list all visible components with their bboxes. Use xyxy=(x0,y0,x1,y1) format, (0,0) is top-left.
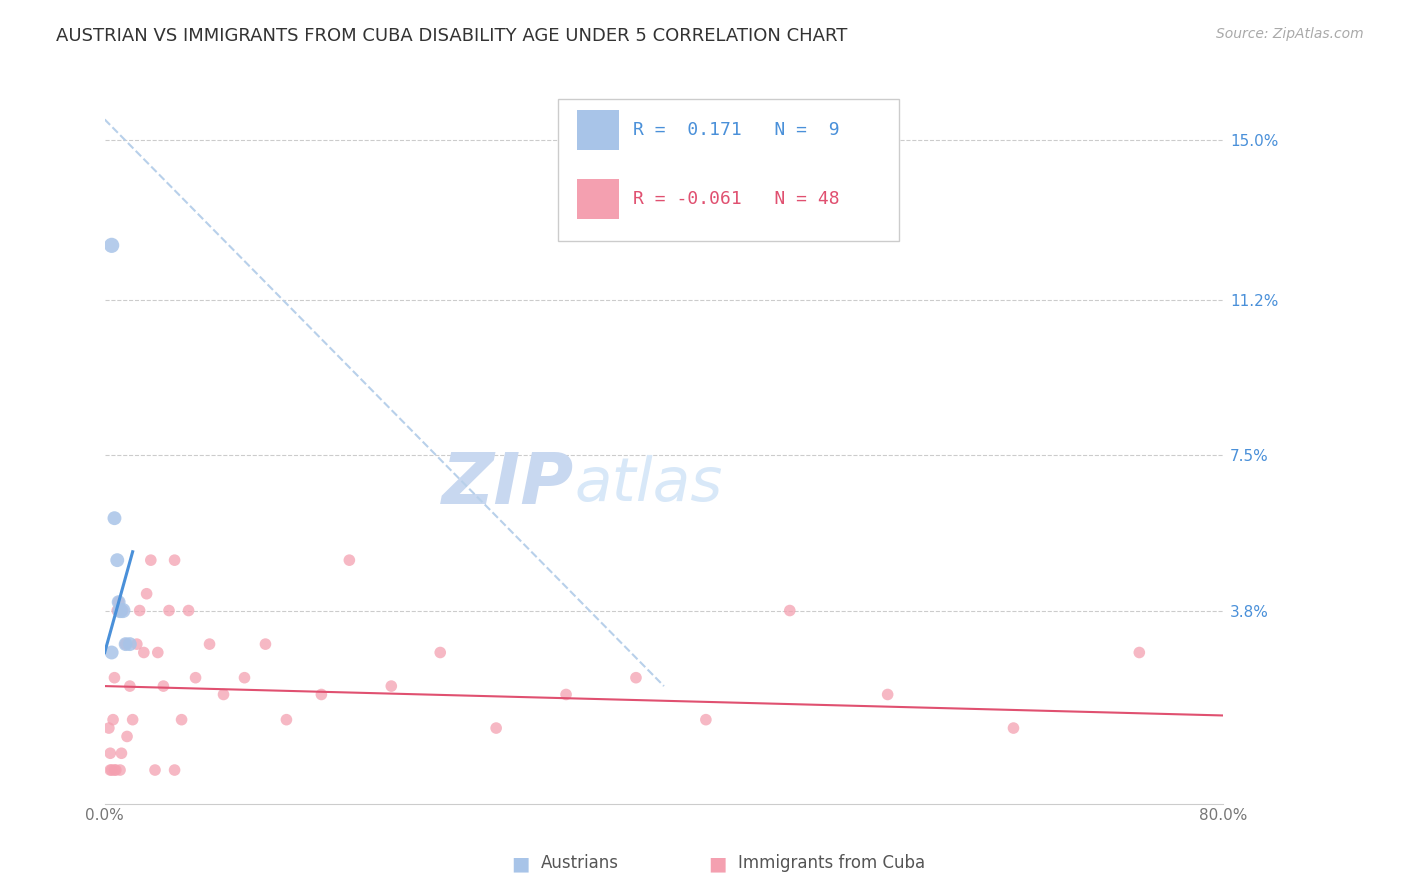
Point xyxy=(101,713,124,727)
Point xyxy=(157,603,180,617)
Point xyxy=(485,721,508,735)
Point xyxy=(100,763,122,777)
Point xyxy=(103,511,125,525)
Point xyxy=(125,637,148,651)
Point xyxy=(110,746,132,760)
Point xyxy=(170,713,193,727)
Text: ZIP: ZIP xyxy=(443,450,575,518)
Point xyxy=(177,603,200,617)
Point xyxy=(555,688,578,702)
Point xyxy=(276,713,298,727)
Bar xyxy=(576,179,619,219)
Point xyxy=(111,603,134,617)
Point xyxy=(118,679,141,693)
Point xyxy=(135,587,157,601)
Point xyxy=(97,721,120,735)
Point xyxy=(184,671,207,685)
Point xyxy=(429,646,451,660)
Point xyxy=(114,637,136,651)
Point xyxy=(198,637,221,651)
Point xyxy=(105,553,128,567)
Point xyxy=(146,646,169,660)
Point xyxy=(695,713,717,727)
Point xyxy=(114,637,136,651)
Text: Austrians: Austrians xyxy=(541,855,619,872)
Text: AUSTRIAN VS IMMIGRANTS FROM CUBA DISABILITY AGE UNDER 5 CORRELATION CHART: AUSTRIAN VS IMMIGRANTS FROM CUBA DISABIL… xyxy=(56,27,848,45)
Point xyxy=(100,238,122,252)
Point xyxy=(337,553,360,567)
Point xyxy=(132,646,155,660)
Point xyxy=(107,595,129,609)
Point xyxy=(108,603,131,617)
Point xyxy=(107,595,129,609)
Point xyxy=(128,603,150,617)
Point xyxy=(108,763,131,777)
Bar xyxy=(576,110,619,150)
Point xyxy=(1128,646,1150,660)
Point xyxy=(104,763,127,777)
Point xyxy=(163,553,186,567)
Point xyxy=(163,763,186,777)
Point xyxy=(1002,721,1025,735)
Point xyxy=(100,646,122,660)
Text: R =  0.171   N =  9: R = 0.171 N = 9 xyxy=(633,121,839,139)
Point xyxy=(98,763,121,777)
Point xyxy=(254,637,277,651)
Point xyxy=(103,763,125,777)
Point xyxy=(105,603,128,617)
Text: Immigrants from Cuba: Immigrants from Cuba xyxy=(738,855,925,872)
Point xyxy=(139,553,162,567)
Point xyxy=(876,688,898,702)
Point xyxy=(152,679,174,693)
FancyBboxPatch shape xyxy=(558,99,898,241)
Point xyxy=(233,671,256,685)
Point xyxy=(118,637,141,651)
Point xyxy=(779,603,801,617)
Point xyxy=(98,746,121,760)
Point xyxy=(380,679,402,693)
Text: Source: ZipAtlas.com: Source: ZipAtlas.com xyxy=(1216,27,1364,41)
Text: ■: ■ xyxy=(707,854,727,873)
Point xyxy=(115,730,138,744)
Point xyxy=(212,688,235,702)
Point xyxy=(311,688,333,702)
Text: R = -0.061   N = 48: R = -0.061 N = 48 xyxy=(633,190,839,208)
Point xyxy=(624,671,647,685)
Point xyxy=(121,713,143,727)
Point xyxy=(111,603,134,617)
Point xyxy=(143,763,166,777)
Text: ■: ■ xyxy=(510,854,530,873)
Text: atlas: atlas xyxy=(575,455,723,514)
Point xyxy=(103,671,125,685)
